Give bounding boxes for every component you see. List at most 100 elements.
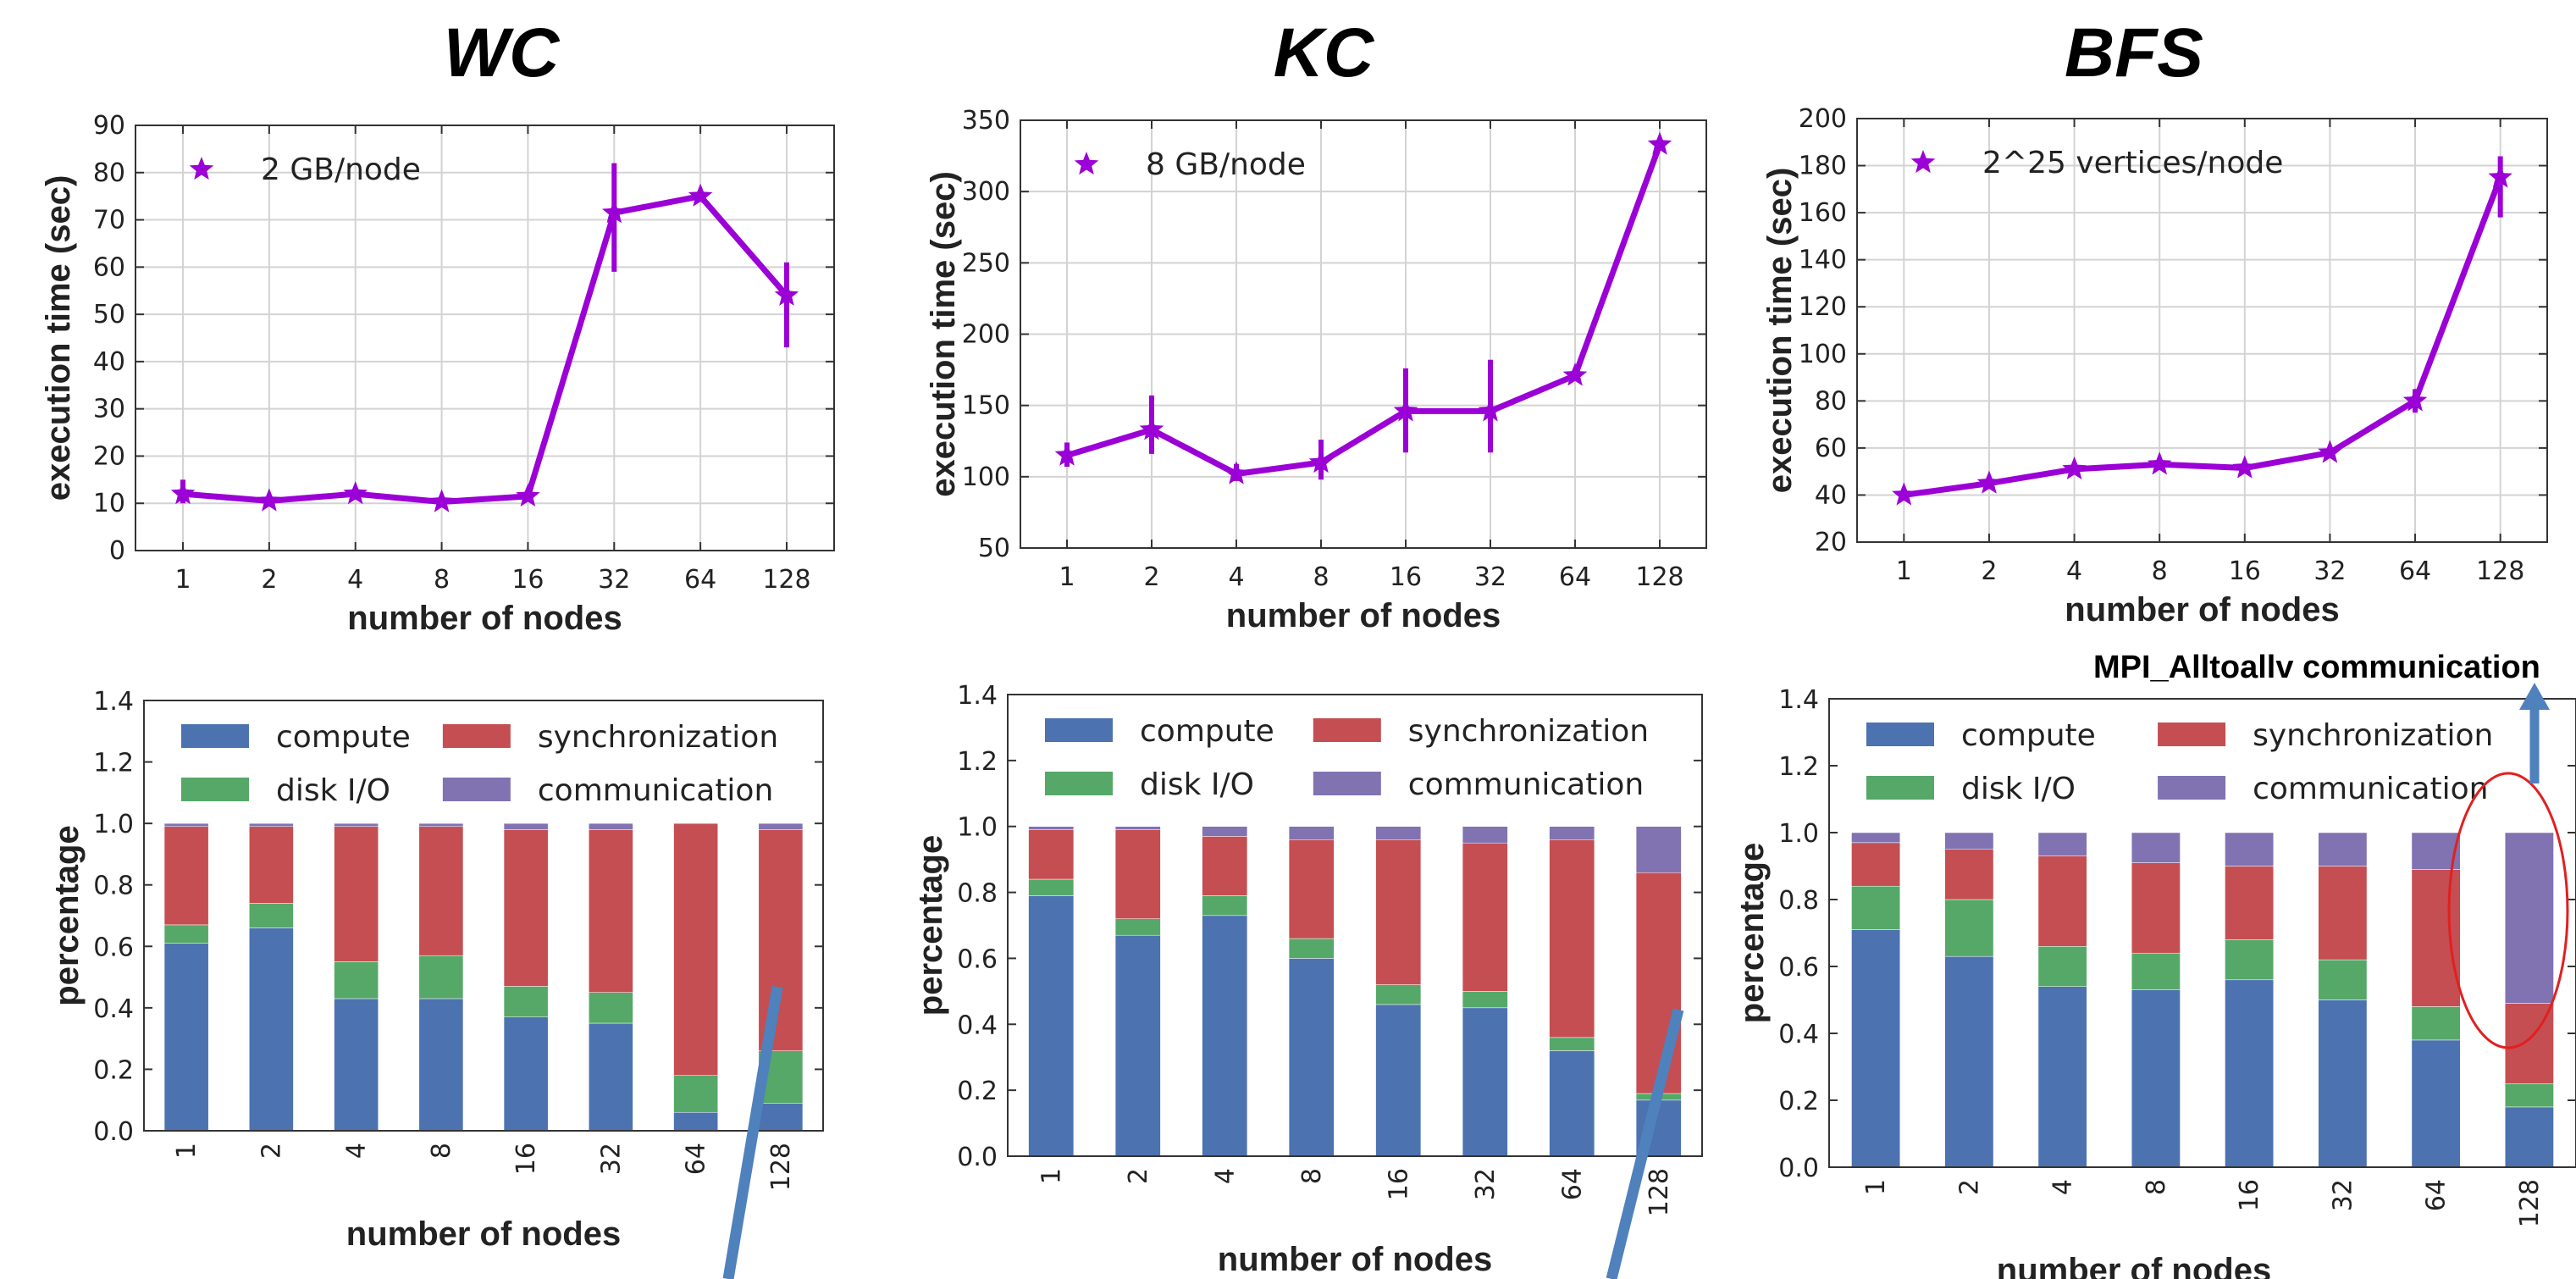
y-tick-label: 60 [93,252,125,282]
bar-segment-communication [2037,832,2087,856]
highlight-ellipse [2447,772,2569,1049]
y-tick-label: 1.4 [957,681,998,711]
x-tick-label: 128 [1645,1168,1674,1216]
y-tick-label: 0.6 [957,944,998,974]
bar-segment-disk-i-o [503,986,549,1017]
y-tick-label: 1.0 [957,813,998,843]
y-tick-label: 90 [93,111,125,141]
legend-swatch [1313,718,1381,742]
data-point [688,183,713,207]
y-tick-label: 1.2 [1778,752,1819,782]
data-point [516,483,540,507]
bar-segment-synchronization [2225,866,2275,940]
y-tick-label: 0.2 [93,1055,134,1085]
pointer-arrow-wc [722,985,783,1279]
series-line [182,193,789,505]
bar-segment-compute [589,1022,633,1132]
x-tick-label: 32 [1474,562,1506,592]
y-tick-label: 1.4 [1778,685,1819,715]
bar-segment-communication [1549,826,1595,840]
bar-segment-compute [1944,955,1994,1168]
legend-swatch [1866,776,1934,800]
bar-segment-synchronization [334,826,379,962]
data-point [170,481,196,505]
bar-segment-compute [503,1016,549,1132]
y-tick-label: 0.2 [1778,1087,1819,1116]
y-tick-label: 70 [93,206,125,235]
y-tick-label: 100 [962,462,1010,492]
y-tick-label: 30 [93,395,125,424]
bar-segment-disk-i-o [249,903,294,928]
y-tick-label: 1.2 [957,747,998,777]
bar-segment-synchronization [2318,866,2368,961]
plot-frame [1828,698,2576,1168]
y-tick-label: 350 [962,106,1010,136]
y-axis-label: execution time (sec) [925,171,962,497]
y-tick-label: 100 [1799,340,1847,369]
y-tick-label: 0.4 [93,994,134,1024]
bar-segment-communication [758,822,804,830]
y-tick-label: 40 [93,347,125,377]
y-tick-label: 180 [1799,152,1847,181]
legend-label: synchronization [2253,718,2493,753]
x-tick-label: 1 [172,1143,202,1159]
y-tick-label: 50 [93,300,125,329]
bar-segment-disk-i-o [1202,895,1248,916]
bar-segment-disk-i-o [1462,991,1508,1009]
data-point [774,282,799,306]
legend-marker [1074,152,1099,175]
bar-segment-synchronization [1288,839,1335,939]
x-tick-label: 32 [1471,1168,1501,1200]
data-point [1647,131,1672,155]
y-tick-label: 1.2 [93,749,134,778]
data-point [1054,442,1080,466]
legend-marker [189,157,214,180]
bar-segment-compute [758,1103,804,1132]
x-tick-label: 32 [598,565,630,595]
x-tick-label: 64 [682,1143,711,1175]
bar-segment-disk-i-o [1028,878,1075,896]
line-chart-2: 20 40 60 80 100 120 140 160 180 200 1 2 4 8 16 32 64 128 2… [1761,104,2548,628]
bar-segment-communication [2225,832,2275,867]
bar-segment-disk-i-o [2037,946,2087,987]
y-tick-label: 80 [1815,386,1847,416]
y-tick-label: 250 [962,248,1010,278]
gridlines [1020,119,1706,549]
bar-segment-compute [2225,979,2275,1168]
bar-segment-synchronization [2131,862,2181,954]
data-point [257,488,282,512]
plot-frame [1856,118,2548,543]
bar-segment-communication [589,822,633,830]
bar-segment-disk-i-o [334,961,379,999]
bar-segment-compute [1202,915,1248,1157]
legend-label: 2^25 vertices/node [1982,146,2283,180]
legend-swatch [181,778,249,801]
legend-swatch [2158,723,2226,746]
x-tick-label: 2 [1143,562,1159,592]
x-tick-label: 2 [1124,1168,1153,1184]
data-point [2402,388,2428,412]
x-tick-label: 2 [1981,556,1997,586]
x-tick-label: 1 [1059,562,1075,592]
bar-segment-disk-i-o [2504,1083,2554,1108]
pointer-arrow-kc [1606,1008,1684,1279]
legend-label: synchronization [1408,714,1649,749]
x-tick-label: 16 [2235,1179,2264,1211]
x-tick-label: 64 [684,565,716,595]
bar-segment-synchronization [163,826,209,926]
bar-segment-synchronization [503,829,549,987]
bar-segment-communication [1944,832,1994,850]
y-tick-label: 300 [962,177,1010,207]
x-tick-label: 8 [427,1143,456,1159]
bar-segment-disk-i-o [2318,959,2368,1000]
bar-segment-disk-i-o [1114,918,1161,936]
stacked-bar-chart-3: 0.0 0.2 0.4 0.6 0.8 1.0 1.2 1.4 1 2 4 8 16 32 64 128 com… [1733,685,2576,1279]
bar-segment-disk-i-o [418,955,464,999]
data-point [429,489,454,512]
panel-title-bfs: BFS [2065,14,2203,91]
y-tick-label: 200 [1799,104,1847,134]
data-point [1562,363,1588,386]
bar-segment-synchronization [249,826,294,904]
plot-frame [135,125,835,551]
